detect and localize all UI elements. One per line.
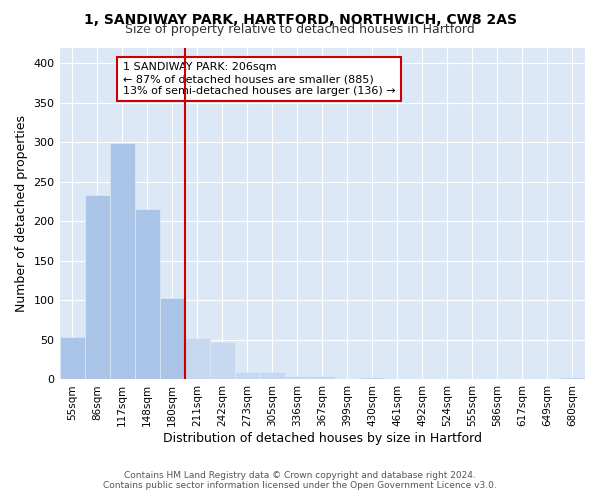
Bar [134,208,160,380]
Text: Contains HM Land Registry data © Crown copyright and database right 2024.
Contai: Contains HM Land Registry data © Crown c… [103,470,497,490]
Bar [185,338,209,380]
Bar [560,377,585,380]
Bar [310,376,335,380]
Bar [160,298,185,380]
Bar [285,376,310,380]
Bar [85,196,110,380]
Bar [209,342,235,380]
Text: 1 SANDIWAY PARK: 206sqm
← 87% of detached houses are smaller (885)
13% of semi-d: 1 SANDIWAY PARK: 206sqm ← 87% of detache… [122,62,395,96]
Bar [360,377,385,380]
Text: Size of property relative to detached houses in Hartford: Size of property relative to detached ho… [125,22,475,36]
X-axis label: Distribution of detached houses by size in Hartford: Distribution of detached houses by size … [163,432,482,445]
Y-axis label: Number of detached properties: Number of detached properties [15,115,28,312]
Bar [59,337,85,380]
Bar [260,372,285,380]
Bar [110,143,134,380]
Bar [235,372,260,380]
Text: 1, SANDIWAY PARK, HARTFORD, NORTHWICH, CW8 2AS: 1, SANDIWAY PARK, HARTFORD, NORTHWICH, C… [83,12,517,26]
